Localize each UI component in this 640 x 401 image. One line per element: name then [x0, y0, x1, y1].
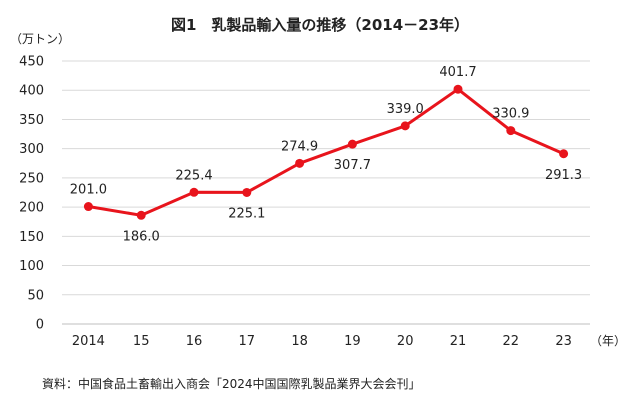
- data-label: 186.0: [123, 229, 160, 244]
- y-tick-label: 100: [19, 259, 44, 274]
- x-tick-label: 23: [555, 334, 572, 349]
- x-tick-label: 18: [291, 334, 308, 349]
- y-tick-label: 400: [19, 84, 44, 99]
- y-tick-label: 250: [19, 171, 44, 186]
- y-tick-label: 200: [19, 201, 44, 216]
- data-label: 307.7: [334, 158, 371, 173]
- series-polyline: [88, 87, 565, 217]
- x-unit-label: （年）: [590, 334, 626, 348]
- data-point: [347, 139, 357, 149]
- data-point: [506, 126, 516, 136]
- x-tick-label: 16: [186, 334, 203, 349]
- x-tick-label: 21: [450, 334, 467, 349]
- data-point: [189, 187, 199, 197]
- x-axis-ticks: 2014 15 16 17 18 19 20 21 22 23: [72, 334, 572, 349]
- x-tick-label: 20: [397, 334, 414, 349]
- y-unit-label: （万トン）: [10, 32, 70, 46]
- y-tick-label: 150: [19, 230, 44, 245]
- chart-title: 図1 乳製品輸入量の推移（2014－23年）: [171, 16, 469, 34]
- data-point: [295, 158, 305, 168]
- y-tick-label: 50: [27, 288, 44, 303]
- data-point: [453, 84, 463, 94]
- y-tick-label: 450: [19, 55, 44, 70]
- data-point: [242, 187, 252, 197]
- data-label: 225.4: [175, 168, 212, 183]
- source-note: 資料：中国食品土畜輸出入商会「2024中国国際乳製品業界大会会刊」: [42, 376, 421, 391]
- series-line: [88, 87, 565, 217]
- data-point: [136, 210, 146, 220]
- x-tick-label: 19: [344, 334, 361, 349]
- data-point: [83, 202, 93, 212]
- data-point: [559, 149, 569, 159]
- x-tick-label: 22: [503, 334, 520, 349]
- y-tick-label: 350: [19, 113, 44, 128]
- x-tick-label: 15: [133, 334, 150, 349]
- data-label: 274.9: [281, 139, 318, 154]
- y-tick-label: 0: [36, 318, 44, 333]
- data-label: 225.1: [228, 206, 265, 221]
- data-label: 401.7: [439, 65, 476, 80]
- x-tick-label: 2014: [72, 334, 105, 349]
- data-label: 330.9: [492, 107, 529, 122]
- x-tick-label: 17: [239, 334, 256, 349]
- y-axis-ticks: 0 50 100 150 200 250 300 350 400 450: [19, 55, 44, 333]
- y-tick-label: 300: [19, 142, 44, 157]
- data-label: 201.0: [70, 183, 107, 198]
- grid-lines: [62, 60, 590, 325]
- data-label: 339.0: [387, 102, 424, 117]
- data-point: [400, 121, 410, 131]
- data-labels: 201.0 186.0 225.4 225.1 274.9 307.7 339.0 401.7…: [70, 65, 582, 244]
- data-points: [83, 84, 569, 220]
- data-label: 291.3: [545, 168, 582, 183]
